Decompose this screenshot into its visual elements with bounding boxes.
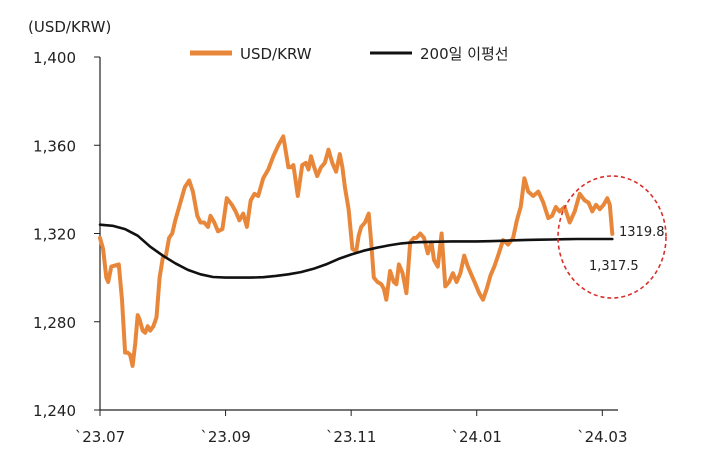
y-tick-label: 1,240: [33, 402, 76, 420]
x-tick-label: `24.01: [452, 428, 502, 446]
x-tick-label: `24.03: [577, 428, 627, 446]
highlight-circle: [557, 175, 667, 299]
x-tick-label: `23.07: [75, 428, 125, 446]
legend-ma200-label: 200일 이평선: [420, 45, 509, 63]
series-usdkrw-line: [98, 134, 615, 368]
legend-usdkrw-label: USD/KRW: [240, 45, 312, 63]
series-layer: [98, 134, 615, 368]
annotation-ma200-last: 1,317.5: [589, 259, 639, 274]
y-ticks: 1,400 1,360 1,320 1,280 1,240: [33, 49, 100, 420]
y-tick-label: 1,360: [33, 137, 76, 155]
y-tick-label: 1,320: [33, 226, 76, 244]
y-tick-label: 1,400: [33, 49, 76, 67]
x-tick-label: `23.09: [200, 428, 250, 446]
legend: USD/KRW 200일 이평선: [190, 45, 509, 63]
series-ma200-line: [98, 223, 614, 279]
x-tick-label: `23.11: [326, 428, 376, 446]
annotation-usdkrw-last: 1319.8: [619, 225, 665, 240]
x-ticks: `23.07 `23.09 `23.11 `24.01 `24.03: [75, 410, 628, 446]
y-axis-unit-label: (USD/KRW): [28, 18, 111, 36]
y-tick-label: 1,280: [33, 314, 76, 332]
